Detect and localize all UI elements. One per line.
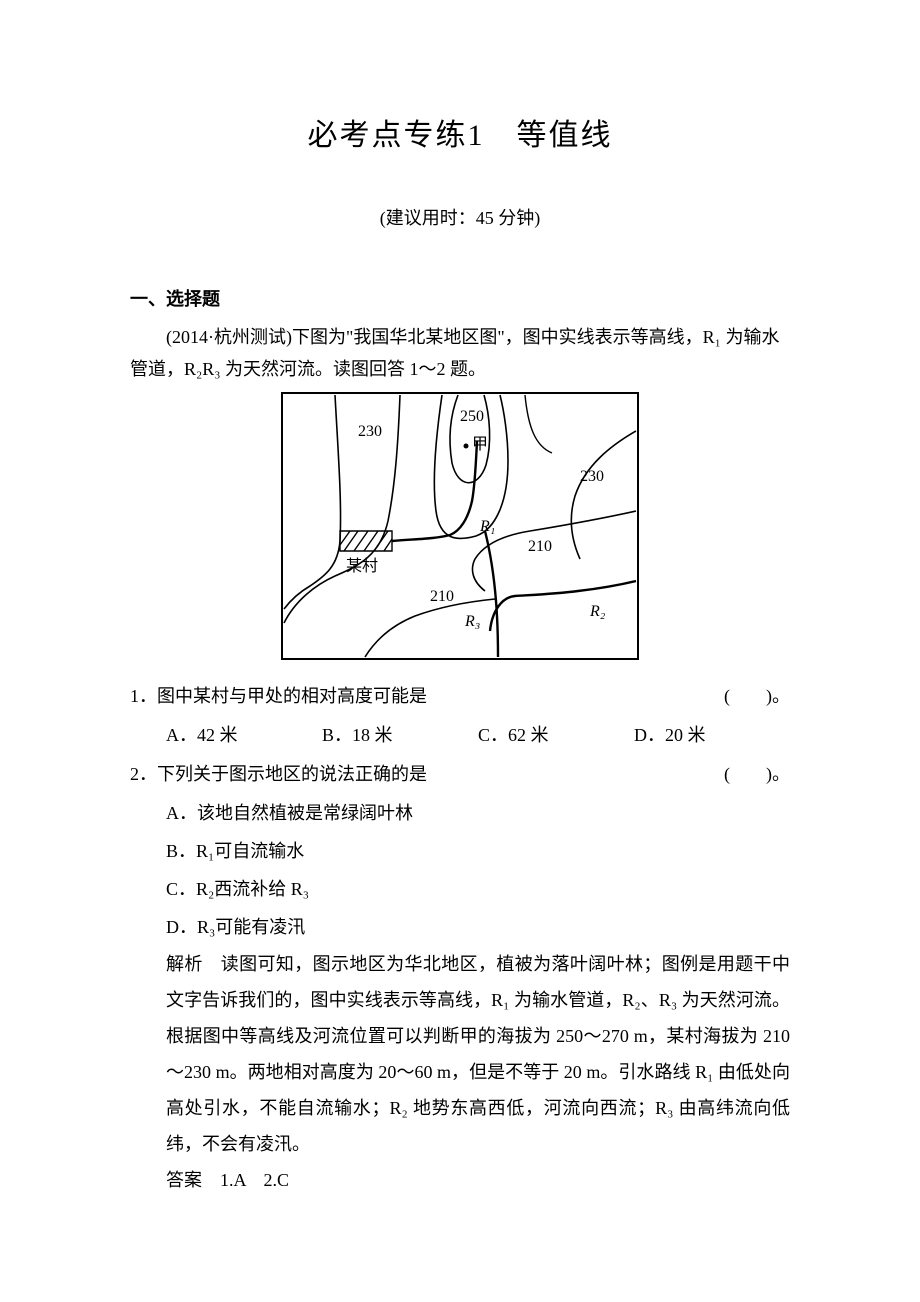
section-heading: 一、选择题 <box>130 285 790 311</box>
main-title: 必考点专练1 等值线 <box>130 110 790 154</box>
svg-text:250: 250 <box>460 408 484 425</box>
question-2-stem: 2．下列关于图示地区的说法正确的是 ( )。 <box>130 754 790 794</box>
svg-text:R₂: R₂ <box>589 603 606 620</box>
svg-text:R₁: R₁ <box>479 518 495 535</box>
svg-text:甲: 甲 <box>472 436 488 453</box>
q1-text: 图中某村与甲处的相对高度可能是 <box>157 686 427 706</box>
question-1-stem: 1．图中某村与甲处的相对高度可能是 ( )。 <box>130 676 790 716</box>
svg-text:210: 210 <box>430 588 454 605</box>
q1-opt-d: D．20 米 <box>634 716 790 754</box>
figure-container: 230 250 甲 230 210 210 R₁ R₂ R₃ 某村 <box>130 391 790 666</box>
answer-label: 答案 <box>166 1170 220 1190</box>
q2-number: 2． <box>130 764 157 784</box>
svg-text:某村: 某村 <box>346 557 378 575</box>
q2-options: A．该地自然植被是常绿阔叶林 B．R₁可自流输水 C．R₂西流补给 R₃ D．R… <box>130 794 790 946</box>
q1-opt-a: A．42 米 <box>166 716 322 754</box>
svg-text:230: 230 <box>358 423 382 440</box>
q1-paren: ( )。 <box>724 676 790 716</box>
answer-block: 答案1.A 2.C <box>130 1162 790 1198</box>
q2-opt-a: A．该地自然植被是常绿阔叶林 <box>166 794 790 832</box>
time-suggestion: (建议用时：45 分钟) <box>130 204 790 230</box>
q2-opt-d: D．R₃可能有凌汛 <box>166 908 790 946</box>
answer-text: 1.A 2.C <box>220 1170 289 1190</box>
q1-opt-b: B．18 米 <box>322 716 478 754</box>
page: 必考点专练1 等值线 (建议用时：45 分钟) 一、选择题 (2014·杭州测试… <box>0 0 920 1302</box>
q1-opt-c: C．62 米 <box>478 716 634 754</box>
q2-opt-c: C．R₂西流补给 R₃ <box>166 870 790 908</box>
intro-paragraph: (2014·杭州测试)下图为"我国华北某地区图"，图中实线表示等高线，R₁ 为输… <box>130 321 790 385</box>
explanation-text: 读图可知，图示地区为华北地区，植被为落叶阔叶林；图例是用题干中文字告诉我们的，图… <box>166 954 790 1154</box>
svg-text:230: 230 <box>580 468 604 485</box>
q2-text: 下列关于图示地区的说法正确的是 <box>157 764 427 784</box>
svg-text:210: 210 <box>528 538 552 555</box>
q2-opt-b: B．R₁可自流输水 <box>166 832 790 870</box>
q2-paren: ( )。 <box>724 754 790 794</box>
explanation-block: 解析读图可知，图示地区为华北地区，植被为落叶阔叶林；图例是用题干中文字告诉我们的… <box>130 946 790 1162</box>
q1-options: A．42 米 B．18 米 C．62 米 D．20 米 <box>130 716 790 754</box>
q1-number: 1． <box>130 686 157 706</box>
contour-map: 230 250 甲 230 210 210 R₁ R₂ R₃ 某村 <box>280 391 640 661</box>
svg-text:R₃: R₃ <box>464 613 480 630</box>
explanation-label: 解析 <box>166 954 221 974</box>
